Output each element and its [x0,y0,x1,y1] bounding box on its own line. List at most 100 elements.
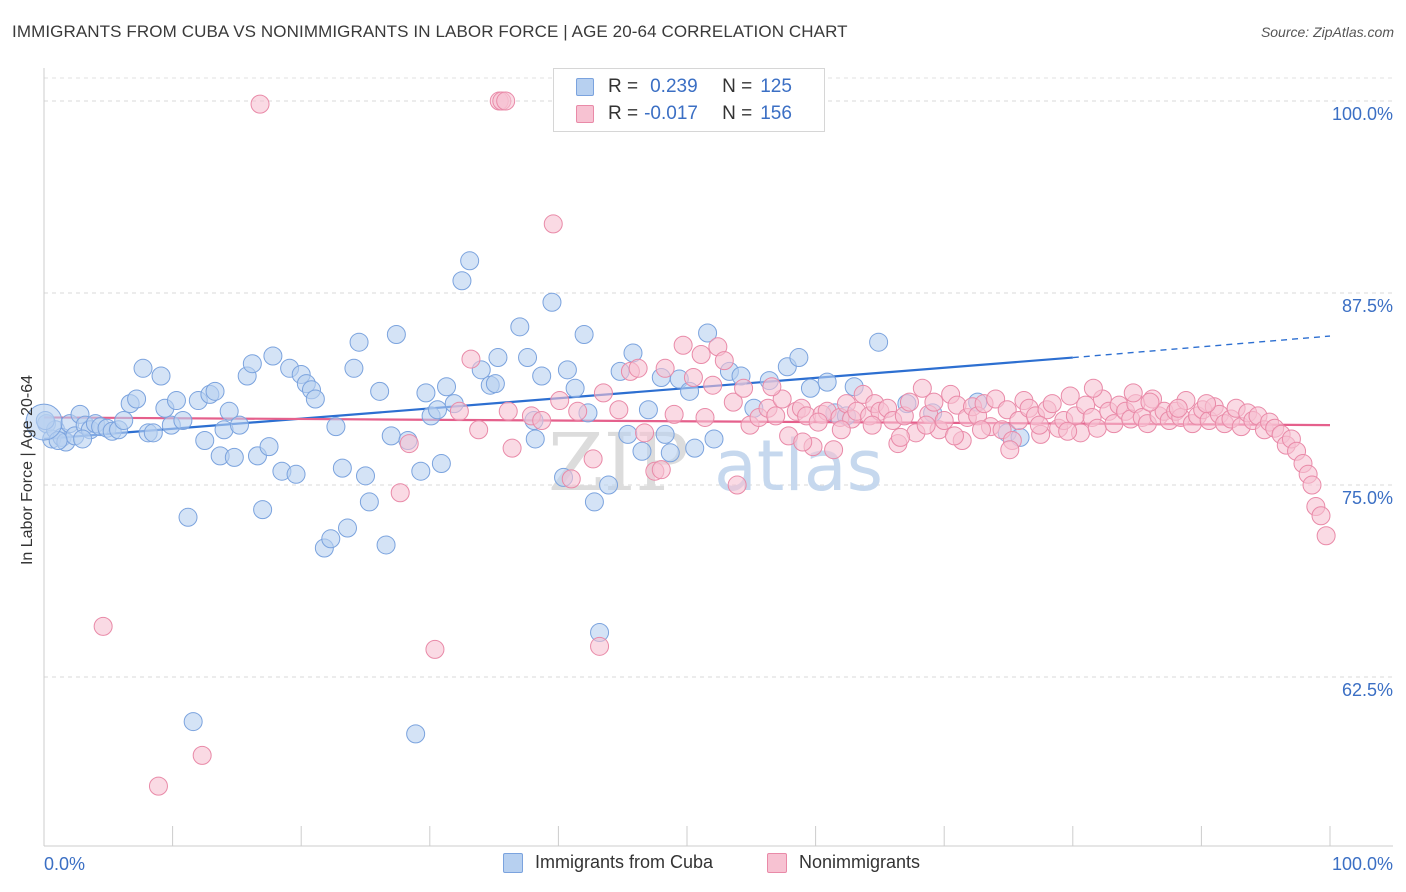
point-cuba [381,426,401,446]
point-nonimmigrant [583,449,603,469]
point-nonimmigrant [723,392,743,412]
point-cuba [525,429,545,449]
point-nonimmigrant [916,415,936,435]
point-nonimmigrant [890,427,910,447]
point-nonimmigrant [924,392,944,412]
point-nonimmigrant [1197,394,1217,414]
bottom-legend-swatch-cuba [503,852,523,873]
y-tick-label: 87.5% [1342,296,1393,316]
bottom-legend-swatch-nonimmigrants [767,852,787,873]
point-cuba [195,430,215,450]
point-cuba [166,391,186,411]
point-cuba [286,464,306,484]
point-nonimmigrant [1316,526,1336,546]
point-cuba [655,424,675,444]
point-cuba [370,381,390,401]
point-nonimmigrant [1123,383,1143,403]
point-cuba [406,724,426,744]
point-cuba [485,374,505,394]
correlation-legend: R = 0.239 N = 125 R = -0.017 N = 156 [553,68,825,132]
point-nonimmigrant [762,377,782,397]
point-nonimmigrant [561,469,581,489]
point-nonimmigrant [192,745,212,765]
legend-swatch-nonimmigrants [576,105,594,123]
point-cuba [704,429,724,449]
point-nonimmigrant [824,440,844,460]
point-nonimmigrant [734,378,754,398]
point-cuba [411,461,431,481]
point-cuba [518,348,538,368]
point-nonimmigrant [635,423,655,443]
x-tick-label: 0.0% [44,854,85,874]
point-nonimmigrant [651,460,671,480]
point-nonimmigrant [1060,386,1080,406]
point-cuba [632,441,652,461]
point-cuba [542,292,562,312]
legend-row-nonimmigrants: R = -0.017 N = 156 [576,103,822,125]
point-cuba [326,417,346,437]
legend-r-label: R = [608,76,639,97]
point-nonimmigrant [1029,415,1049,435]
point-nonimmigrant [695,407,715,427]
point-nonimmigrant [250,94,270,114]
point-nonimmigrant [1302,475,1322,495]
point-cuba [510,317,530,337]
point-cuba [337,518,357,538]
legend-n-label: N = [722,103,753,124]
point-cuba [431,454,451,474]
point-cuba [532,366,552,386]
point-cuba [143,423,163,443]
point-cuba [460,251,480,271]
point-cuba [869,332,889,352]
point-nonimmigrant [862,415,882,435]
point-nonimmigrant [1058,421,1078,441]
point-cuba [817,372,837,392]
legend-r-value-nonimmigrants: -0.017 [644,103,698,124]
point-cuba [178,507,198,527]
point-cuba [332,458,352,478]
point-nonimmigrant [703,375,723,395]
point-cuba [574,325,594,345]
point-cuba [344,358,364,378]
point-nonimmigrant [449,401,469,421]
point-cuba [386,325,406,345]
point-nonimmigrant [543,214,563,234]
point-nonimmigrant [772,389,792,409]
point-cuba [263,346,283,366]
point-nonimmigrant [390,483,410,503]
y-tick-label: 100.0% [1332,104,1393,124]
point-cuba [114,411,134,431]
point-nonimmigrant [496,91,516,111]
point-cuba [800,378,820,398]
chart-title: IMMIGRANTS FROM CUBA VS NONIMMIGRANTS IN… [12,22,848,41]
legend-n-value-cuba: 125 [760,76,792,97]
trend-line-cuba-projection [1072,335,1331,359]
point-cuba [133,358,153,378]
point-nonimmigrant [502,438,522,458]
point-nonimmigrant [971,420,991,440]
point-nonimmigrant [673,335,693,355]
point-nonimmigrant [609,400,629,420]
point-cuba [321,529,341,549]
point-cuba [789,348,809,368]
point-cuba [305,389,325,409]
legend-n-value-nonimmigrants: 156 [760,103,792,124]
point-cuba [359,492,379,512]
point-nonimmigrant [793,432,813,452]
point-nonimmigrant [93,616,113,636]
point-cuba [173,411,193,431]
source-label: Source: ZipAtlas.com [1260,24,1394,40]
legend-swatch-cuba [576,78,594,96]
point-nonimmigrant [727,475,747,495]
point-nonimmigrant [590,636,610,656]
y-tick-label: 75.0% [1342,488,1393,508]
point-nonimmigrant [550,391,570,411]
point-cuba [452,271,472,291]
point-nonimmigrant [628,358,648,378]
point-cuba [565,378,585,398]
point-nonimmigrant [1000,440,1020,460]
point-cuba [376,535,396,555]
data-points [25,91,1336,796]
point-nonimmigrant [593,383,613,403]
point-cuba [698,323,718,343]
